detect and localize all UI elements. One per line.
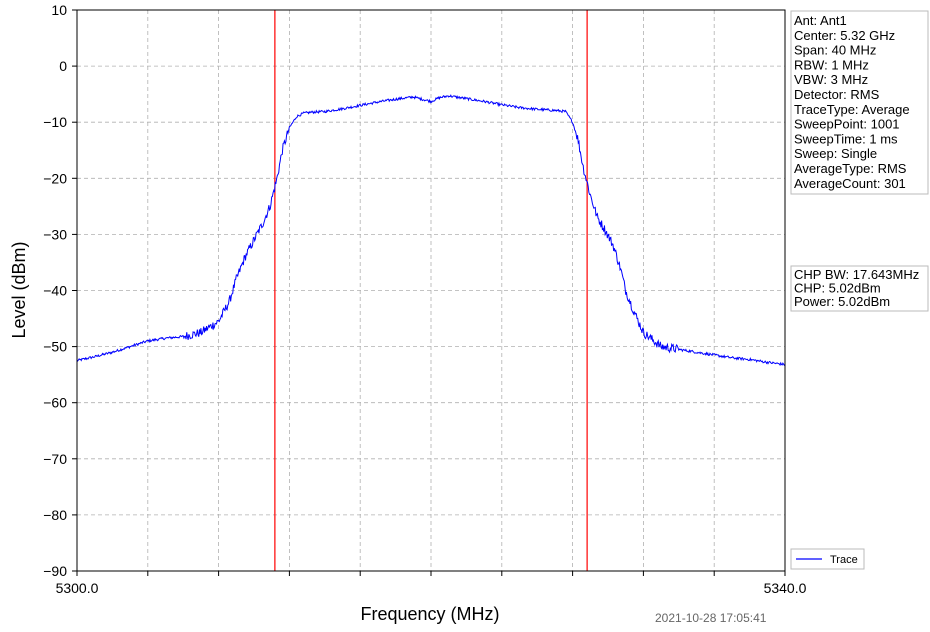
info-panel-line: SweepPoint: 1001 [794, 117, 900, 132]
info-panel-line: Span: 40 MHz [794, 43, 876, 58]
trace-line [76, 94, 786, 367]
y-tick-label: −70 [43, 451, 67, 467]
y-tick-label: −50 [43, 339, 67, 355]
info-panel-line: Sweep: Single [794, 146, 877, 161]
info-panel-frame [790, 10, 929, 195]
channel-markers [274, 10, 588, 571]
y-tick-label: −30 [43, 226, 67, 242]
legend-frame [790, 548, 865, 570]
info-panel-line: Ant: Ant1 [794, 13, 847, 28]
x-tick-label-end: 5340.0 [764, 580, 807, 596]
x-axis-label: Frequency (MHz) [360, 604, 499, 624]
x-axis-ticks: 5300.0 5340.0 [56, 571, 807, 596]
measurement-panel-line: CHP BW: 17.643MHz [794, 267, 919, 282]
y-axis-label: Level (dBm) [9, 241, 29, 338]
y-tick-label: −90 [43, 563, 67, 579]
y-axis-ticks: 10 0 −10 −20 −30 −40 −50 −60 −70 −80 −90 [43, 2, 77, 579]
timestamp: 2021-10-28 17:05:41 [655, 611, 767, 625]
legend-label: Trace [830, 554, 858, 566]
info-panel-line: AverageType: RMS [794, 161, 907, 176]
info-panel-line: SweepTime: 1 ms [794, 131, 898, 146]
y-tick-label: −40 [43, 283, 67, 299]
info-panel-line: Center: 5.32 GHz [794, 28, 895, 43]
measurement-panel-line: Power: 5.02dBm [794, 294, 890, 309]
info-panel-line: RBW: 1 MHz [794, 57, 869, 72]
y-tick-label: −20 [43, 170, 67, 186]
y-tick-label: −10 [43, 114, 67, 130]
y-tick-label: −80 [43, 507, 67, 523]
y-tick-label: 0 [59, 58, 67, 74]
measurement-panel-frame [790, 265, 929, 312]
info-panel-line: AverageCount: 301 [794, 176, 906, 191]
grid-lines [77, 10, 785, 571]
x-tick-label-start: 5300.0 [56, 580, 99, 596]
info-panel-line: TraceType: Average [794, 102, 910, 117]
y-tick-label: 10 [51, 2, 67, 18]
info-panel-line: Detector: RMS [794, 87, 880, 102]
y-tick-label: −60 [43, 395, 67, 411]
info-panel-line: VBW: 3 MHz [794, 72, 868, 87]
legend: Trace [790, 548, 865, 570]
measurement-panel-line: CHP: 5.02dBm [794, 281, 881, 296]
